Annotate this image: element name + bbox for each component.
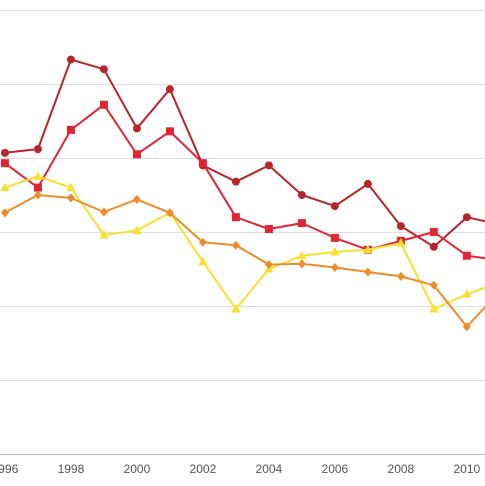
series-1-point-2004	[264, 161, 273, 170]
series-4-point-1999	[99, 207, 108, 217]
series-3-point-2003	[231, 303, 241, 313]
gridlines	[0, 10, 485, 455]
series-4-point-2000	[132, 194, 141, 204]
series-1-point-1997	[33, 145, 42, 154]
series-3-line	[4, 175, 485, 310]
series-4-point-2004	[264, 260, 273, 270]
x-tick-label-2008: 2008	[388, 462, 415, 476]
series-3-point-2002	[198, 256, 208, 266]
series-4-point-1997	[33, 190, 42, 200]
series-1-line	[4, 58, 485, 248]
series-1-point-2006	[330, 202, 339, 211]
series-4-point-2009	[429, 280, 438, 290]
series-1-point-2008	[396, 222, 405, 231]
series-2-point-1996	[0, 159, 9, 168]
series-1-point-1999	[99, 65, 108, 74]
x-tick-label-1998: 1998	[58, 462, 85, 476]
series-1-point-2003	[231, 177, 240, 186]
series-4-point-2003	[231, 240, 240, 250]
series-4-point-2008	[396, 271, 405, 281]
series-1-point-2001	[165, 85, 174, 94]
series-4-point-2005	[297, 259, 306, 269]
series-2	[0, 100, 485, 260]
series-2-point-2005	[297, 219, 306, 228]
series-4-point-2007	[363, 267, 372, 277]
series-3	[0, 171, 485, 313]
x-tick-label-2000: 2000	[124, 462, 151, 476]
x-tick-label-2006: 2006	[322, 462, 349, 476]
series-4-point-2006	[330, 263, 339, 273]
series-1-point-1996	[0, 148, 9, 157]
series-3-point-2006	[330, 246, 340, 256]
series-3-point-2009	[429, 303, 439, 313]
x-axis-ticks: 1996 1998 2000 2002 2004 2006 2008 2010	[0, 462, 481, 476]
series-2-point-1999	[99, 100, 108, 109]
series-3-point-2008	[396, 238, 406, 247]
series-1-point-2007	[363, 179, 372, 188]
series-2-point-1997	[33, 183, 42, 192]
series-1-point-2000	[132, 124, 141, 133]
series-group	[0, 55, 485, 332]
series-2-point-1998	[66, 125, 75, 134]
series-3-point-2007	[363, 244, 373, 254]
series-3-point-2000	[132, 225, 142, 235]
series-2-point-2004	[264, 225, 273, 234]
x-tick-label-1996: 1996	[0, 462, 19, 476]
series-2-point-2003	[231, 213, 240, 222]
x-tick-label-2004: 2004	[256, 462, 283, 476]
series-1-point-2010	[462, 213, 471, 222]
series-2-point-2009	[429, 228, 438, 236]
series-3-point-1998	[66, 182, 76, 192]
series-3-point-1999	[99, 229, 109, 239]
series-4-point-1998	[66, 193, 75, 203]
x-tick-label-2010: 2010	[454, 462, 481, 476]
series-2-point-2001	[165, 127, 174, 136]
x-tick-label-2002: 2002	[190, 462, 217, 476]
series-3-point-2010	[462, 289, 472, 298]
series-4-point-2001	[165, 208, 174, 218]
series-4-point-1996	[0, 208, 9, 218]
series-4-point-2010	[462, 322, 471, 332]
series-2-line	[4, 103, 485, 260]
series-2-point-2006	[330, 233, 339, 242]
series-4	[0, 190, 485, 332]
series-3-point-2005	[297, 250, 307, 260]
series-1-point-2005	[297, 191, 306, 199]
series-1-point-2009	[429, 242, 438, 251]
series-2-point-2002	[198, 159, 207, 168]
series-2-point-2000	[132, 150, 141, 159]
series-2-point-2010	[462, 251, 471, 260]
series-1-point-1998	[66, 55, 75, 64]
series-3-point-1996	[0, 182, 10, 192]
series-3-point-1997	[33, 171, 43, 180]
series-4-point-2002	[198, 237, 207, 247]
series-4-line	[4, 194, 485, 328]
